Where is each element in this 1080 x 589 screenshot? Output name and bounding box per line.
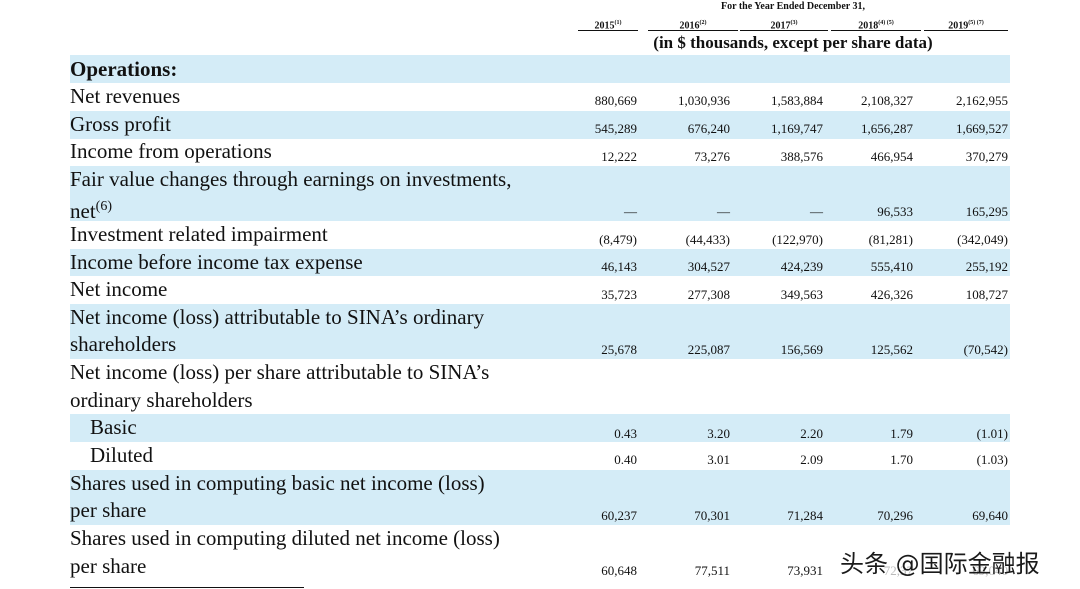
cell-gross-profit-2015: 545,289 [594, 121, 637, 136]
year-2015: 2015(1) [578, 17, 638, 31]
band-gross-profit [70, 111, 1010, 139]
cell-shares-diluted-2015: 60,648 [601, 563, 637, 578]
label-shares-diluted-2: per share [70, 554, 147, 578]
cell-diluted-2016: 3.01 [707, 452, 730, 467]
label-basic: Basic [90, 415, 137, 439]
cell-net-revenues-2015: 880,669 [594, 93, 637, 108]
cell-net-income-2016: 277,308 [687, 287, 730, 302]
label-diluted: Diluted [90, 443, 153, 467]
cell-ni-attr-2019: (70,542) [963, 342, 1008, 357]
cell-shares-basic-2019: 69,640 [972, 508, 1008, 523]
cell-ni-attr-2017: 156,569 [780, 342, 823, 357]
cell-gross-profit-2019: 1,669,527 [956, 121, 1008, 136]
cell-diluted-2019: (1.03) [976, 452, 1008, 467]
cell-shares-basic-2016: 70,301 [694, 508, 730, 523]
band-fair-value [70, 166, 1010, 221]
band-shares-basic [70, 470, 1010, 525]
cell-net-revenues-2017: 1,583,884 [771, 93, 823, 108]
label-fair-value-1: Fair value changes through earnings on i… [70, 167, 512, 191]
cell-impairment-2015: (8,479) [599, 232, 637, 247]
cell-basic-2018: 1.79 [890, 426, 913, 441]
label-gross-profit: Gross profit [70, 112, 171, 136]
cell-basic-2017: 2.20 [800, 426, 823, 441]
band-basic [70, 414, 1010, 442]
cell-fair-value-2019: 165,295 [965, 204, 1008, 219]
cell-shares-basic-2018: 70,296 [877, 508, 913, 523]
section-operations: Operations: [70, 57, 178, 81]
cell-net-revenues-2016: 1,030,936 [678, 93, 730, 108]
cell-ni-attr-2015: 25,678 [601, 342, 637, 357]
cell-impairment-2016: (44,433) [685, 232, 730, 247]
cell-ni-attr-2016: 225,087 [687, 342, 730, 357]
cell-net-revenues-2019: 2,162,955 [956, 93, 1008, 108]
label-eps-1: Net income (loss) per share attributable… [70, 360, 490, 384]
year-2016: 2016(2) [648, 17, 738, 31]
cell-shares-diluted-2019: 69,040 [972, 563, 1008, 578]
year-2018: 2018(4) (5) [831, 17, 921, 31]
label-income-ops: Income from operations [70, 139, 272, 163]
cell-net-revenues-2018: 2,108,327 [861, 93, 913, 108]
units-note: (in $ thousands, except per share data) [653, 33, 933, 52]
label-shares-diluted-1: Shares used in computing diluted net inc… [70, 526, 500, 550]
label-eps-2: ordinary shareholders [70, 388, 253, 412]
label-shares-basic-2: per share [70, 498, 147, 522]
cell-income-ops-2017: 388,576 [780, 149, 823, 164]
cell-basic-2016: 3.20 [707, 426, 730, 441]
cell-net-income-2015: 35,723 [601, 287, 637, 302]
cell-income-ops-2015: 12,222 [601, 149, 637, 164]
label-fair-value-2: net(6) [70, 199, 112, 223]
cell-shares-diluted-2018: 72,37 [883, 563, 913, 578]
cell-pretax-2018: 555,410 [870, 259, 913, 274]
cell-fair-value-2018: 96,533 [877, 204, 913, 219]
cell-shares-diluted-2017: 73,931 [787, 563, 823, 578]
cell-pretax-2016: 304,527 [687, 259, 730, 274]
label-impairment: Investment related impairment [70, 222, 328, 246]
watermark: 头条 @国际金融报 [840, 550, 1040, 578]
cell-shares-basic-2017: 71,284 [787, 508, 823, 523]
cell-pretax-2015: 46,143 [601, 259, 637, 274]
cell-shares-diluted-2016: 77,511 [694, 563, 730, 578]
cell-net-income-2019: 108,727 [965, 287, 1008, 302]
cell-gross-profit-2017: 1,169,747 [771, 121, 823, 136]
cell-impairment-2018: (81,281) [868, 232, 913, 247]
cell-net-income-2017: 349,563 [780, 287, 823, 302]
cell-fair-value-2017: — [810, 204, 823, 219]
cell-net-income-2018: 426,326 [870, 287, 913, 302]
cell-pretax-2017: 424,239 [780, 259, 823, 274]
cell-diluted-2018: 1.70 [890, 452, 913, 467]
cell-ni-attr-2018: 125,562 [870, 342, 913, 357]
cell-income-ops-2019: 370,279 [965, 149, 1008, 164]
cell-diluted-2017: 2.09 [800, 452, 823, 467]
year-2019: 2019(5) (7) [924, 17, 1008, 31]
cell-shares-basic-2015: 60,237 [601, 508, 637, 523]
year-2017: 2017(3) [740, 17, 828, 31]
period-heading: For the Year Ended December 31, [720, 1, 866, 12]
cell-diluted-2015: 0.40 [614, 452, 637, 467]
band-pretax [70, 249, 1010, 276]
cell-gross-profit-2016: 676,240 [687, 121, 730, 136]
cell-impairment-2017: (122,970) [772, 232, 823, 247]
label-ni-attr-2: shareholders [70, 332, 177, 356]
cell-fair-value-2015: — [624, 204, 637, 219]
label-net-income: Net income [70, 277, 168, 301]
band-ni-attr [70, 304, 1010, 359]
band-operations [70, 55, 1010, 83]
label-net-revenues: Net revenues [70, 84, 181, 108]
cell-basic-2015: 0.43 [614, 426, 637, 441]
footnote-rule [70, 587, 304, 588]
cell-basic-2019: (1.01) [976, 426, 1008, 441]
cell-income-ops-2018: 466,954 [870, 149, 913, 164]
cell-fair-value-2016: — [717, 204, 730, 219]
label-shares-basic-1: Shares used in computing basic net incom… [70, 471, 485, 495]
cell-impairment-2019: (342,049) [957, 232, 1008, 247]
cell-income-ops-2016: 73,276 [694, 149, 730, 164]
label-ni-attr-1: Net income (loss) attributable to SINA’s… [70, 305, 485, 329]
cell-gross-profit-2018: 1,656,287 [861, 121, 913, 136]
label-pretax: Income before income tax expense [70, 250, 363, 274]
cell-pretax-2019: 255,192 [965, 259, 1008, 274]
